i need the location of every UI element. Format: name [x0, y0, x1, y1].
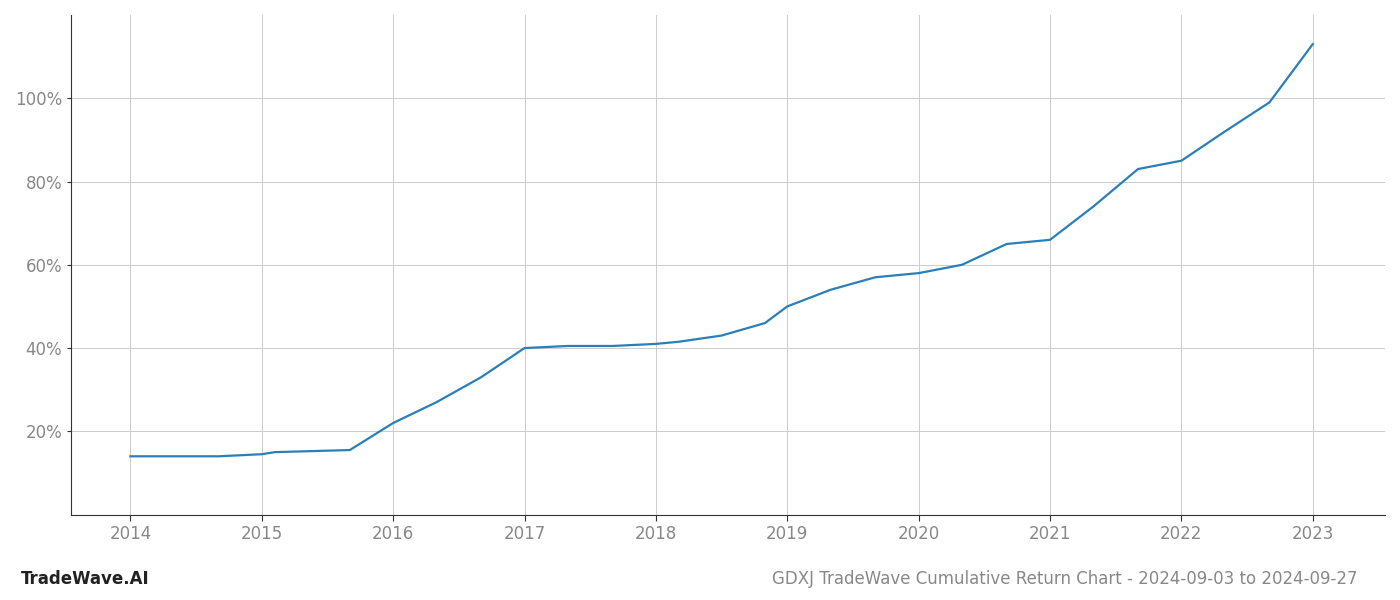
Text: TradeWave.AI: TradeWave.AI — [21, 570, 150, 588]
Text: GDXJ TradeWave Cumulative Return Chart - 2024-09-03 to 2024-09-27: GDXJ TradeWave Cumulative Return Chart -… — [773, 570, 1358, 588]
